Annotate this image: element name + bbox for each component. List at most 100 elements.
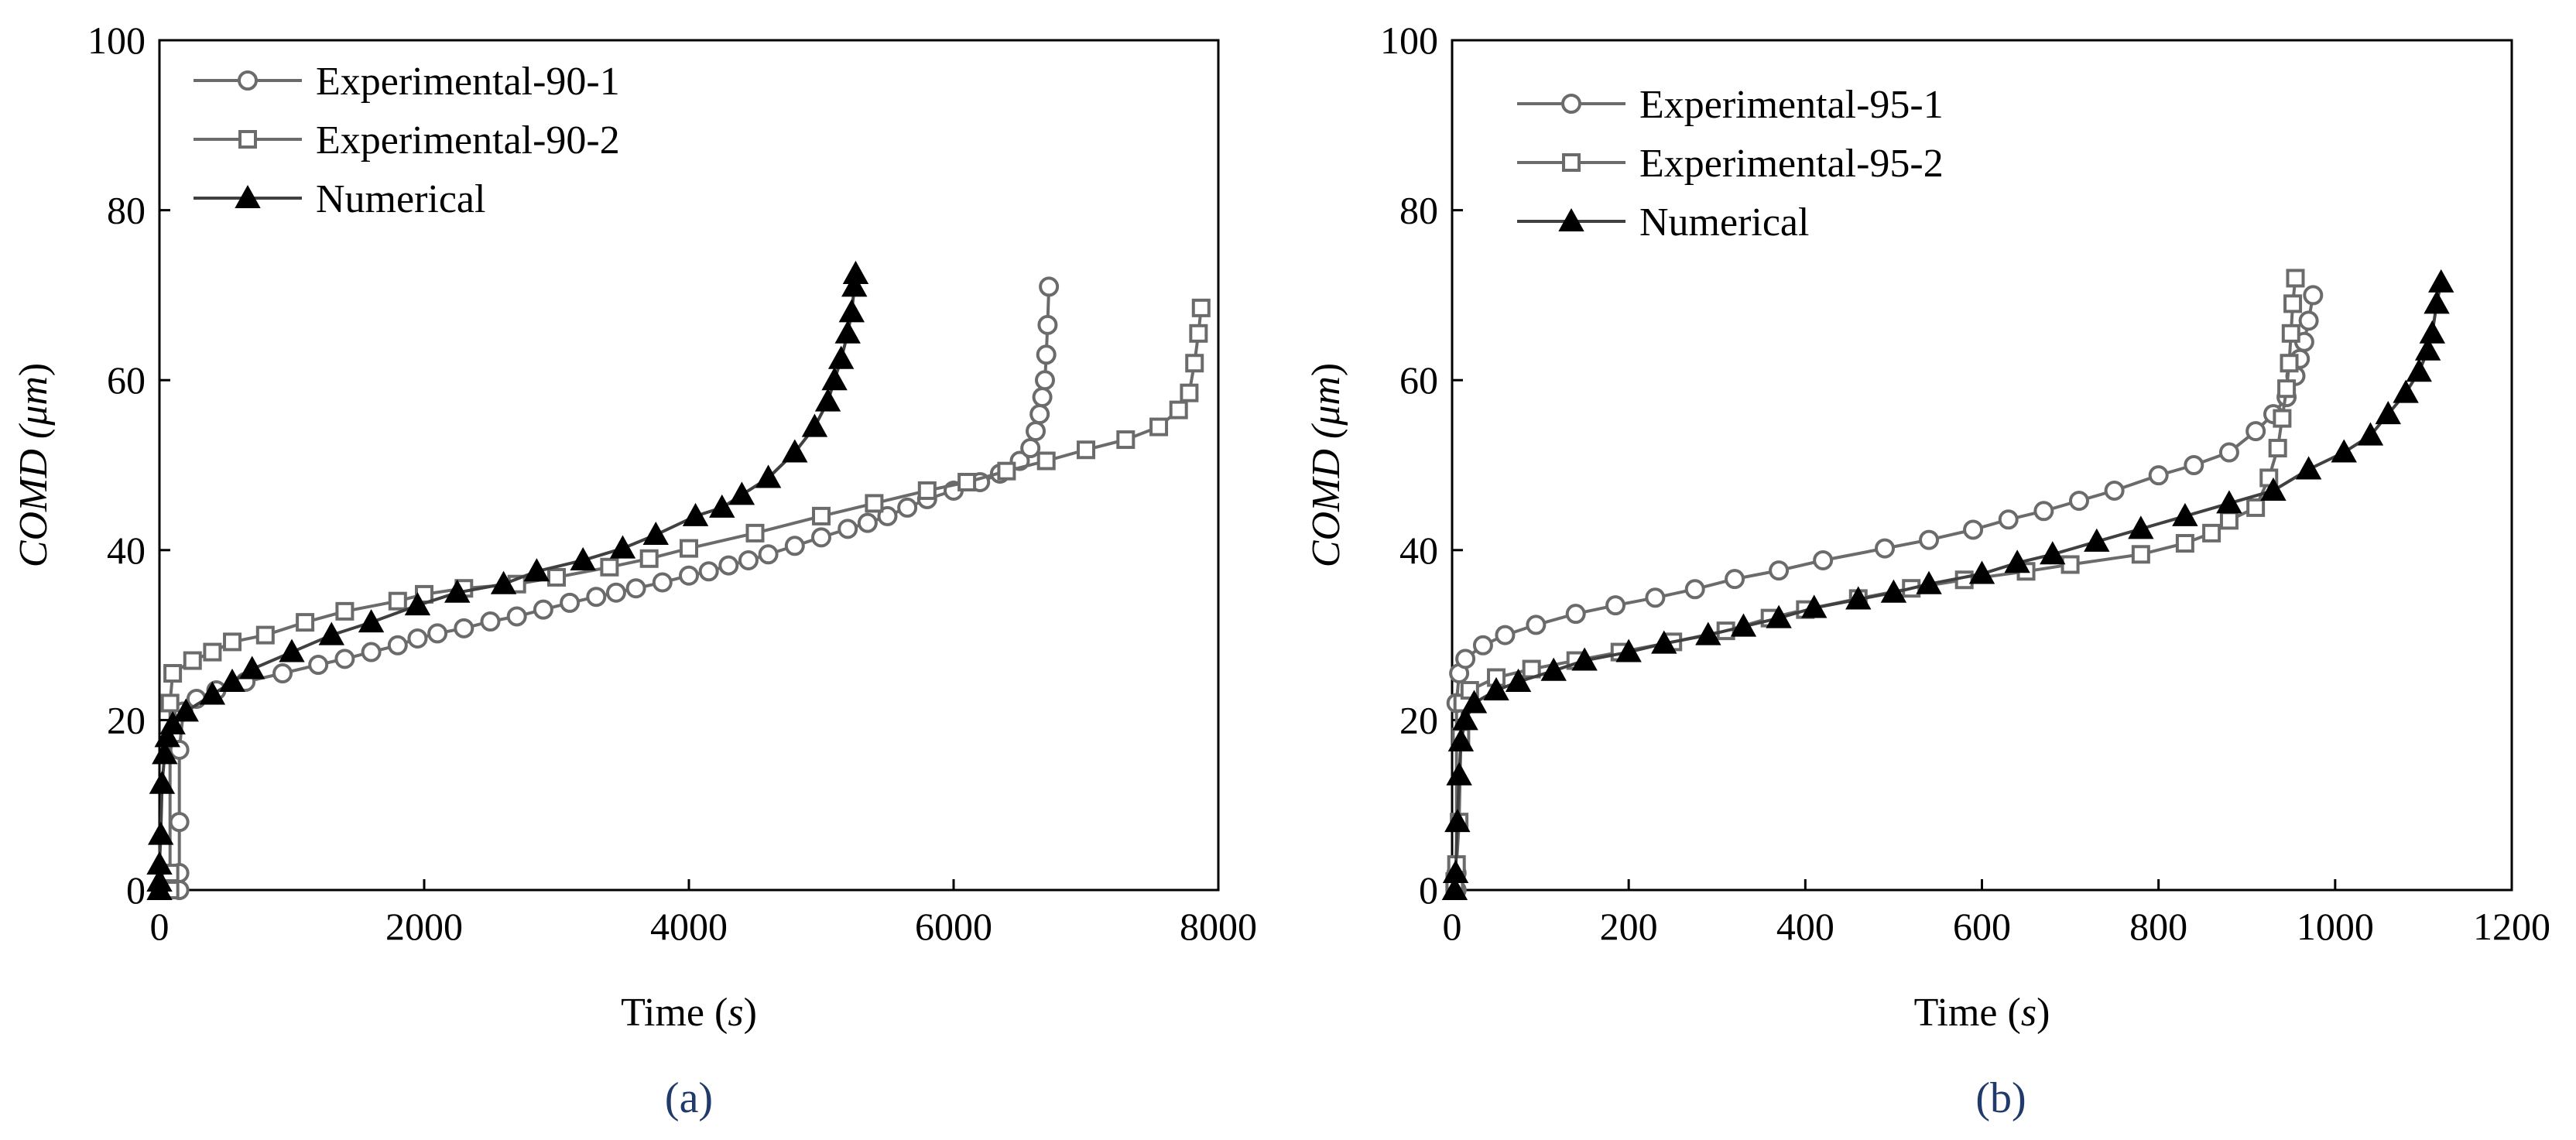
data-point (203, 642, 222, 662)
legend-label: Experimental-95-1 (1639, 83, 1944, 127)
data-point (2131, 545, 2150, 564)
data-point (148, 821, 174, 845)
y-tick-label: 0 (1419, 868, 1438, 912)
data-point (1571, 647, 1598, 671)
y-tick-label: 80 (1399, 189, 1438, 232)
data-point (1452, 707, 1478, 731)
panel-label: (a) (665, 1074, 713, 1122)
data-point (2202, 523, 2221, 543)
data-point (2172, 502, 2198, 526)
data-point (1916, 570, 1942, 594)
plot-frame (1451, 39, 2513, 892)
data-point (1880, 579, 1907, 603)
data-point (1149, 417, 1169, 436)
data-point (173, 698, 199, 722)
data-point (1191, 298, 1211, 317)
panel-label: (b) (1975, 1074, 2026, 1122)
x-tick-label: 800 (2129, 905, 2187, 948)
data-point (308, 655, 329, 676)
data-point (1505, 668, 1532, 692)
data-point (2286, 269, 2305, 288)
x-axis-title: Time (s) (621, 991, 757, 1035)
data-point (1034, 370, 1055, 391)
data-point (296, 613, 315, 632)
y-tick-label: 80 (107, 189, 146, 232)
legend-label: Experimental-90-1 (316, 60, 620, 104)
x-tick-label: 1000 (2297, 905, 2374, 948)
data-point (1441, 876, 1468, 900)
series-experimental-95-2 (1445, 269, 2305, 899)
chart-panel-a: 0 2000 4000 6000 8000 0 20 40 60 80 100 Time (s) COM… (12, 19, 1257, 1122)
data-point (160, 693, 180, 713)
data-point (523, 558, 550, 582)
x-tick-label: 8000 (1180, 905, 1257, 948)
data-point (1769, 560, 1790, 581)
data-point (2283, 294, 2303, 313)
data-point (842, 260, 869, 284)
data-point (334, 649, 355, 669)
data-point (2331, 439, 2357, 463)
x-tick-label: 0 (1443, 905, 1462, 948)
y-tick-label: 20 (1399, 698, 1438, 741)
data-point (533, 599, 553, 620)
data-point (2184, 455, 2204, 475)
x-tick-label: 600 (1953, 905, 2011, 948)
data-point (272, 663, 293, 684)
x-tick-label: 4000 (650, 905, 728, 948)
data-point (1813, 549, 1834, 570)
data-point (821, 367, 848, 391)
data-point (2068, 491, 2089, 512)
data-point (1447, 727, 1475, 751)
data-point (1963, 519, 1984, 540)
data-point (1036, 451, 1056, 471)
data-point (609, 535, 636, 559)
data-point (2406, 358, 2432, 382)
series-numerical (1441, 269, 2454, 900)
data-point (917, 481, 937, 500)
data-point (219, 668, 245, 692)
data-point (1020, 438, 1041, 459)
data-point (1461, 690, 1488, 714)
data-point (841, 273, 868, 297)
data-point (758, 544, 779, 565)
data-point (957, 472, 977, 491)
data-point (2280, 354, 2299, 373)
data-point (1039, 276, 1060, 297)
x-tick-label: 1200 (2473, 905, 2550, 948)
data-point (1540, 657, 1567, 681)
data-point (1455, 649, 1476, 669)
data-point (1032, 387, 1053, 408)
data-point (897, 497, 918, 518)
data-point (997, 461, 1016, 481)
legend: Experimental-95-1 Experimental-95-2 Numeri… (1517, 83, 1944, 245)
data-point (1845, 586, 1872, 610)
x-tick-label: 400 (1776, 905, 1834, 948)
legend-label: Experimental-90-2 (316, 118, 620, 163)
data-point (388, 591, 407, 611)
legend-marker (238, 70, 258, 91)
data-point (480, 611, 501, 632)
data-point (1526, 615, 1547, 635)
data-point (801, 413, 828, 437)
data-point (2128, 515, 2154, 539)
y-tick-label: 0 (126, 868, 146, 912)
data-point (1725, 569, 1745, 590)
data-point (199, 681, 226, 705)
data-point (2004, 549, 2030, 573)
plot-frame (158, 39, 1220, 892)
data-point (1495, 625, 1516, 645)
x-tick-label: 6000 (915, 905, 992, 948)
data-point (2393, 379, 2419, 403)
legend-label: Numerical (316, 177, 485, 221)
data-point (738, 549, 759, 570)
data-point (600, 557, 619, 577)
data-point (2033, 501, 2054, 522)
data-point (827, 345, 855, 369)
data-point (427, 623, 448, 644)
data-point (146, 868, 173, 892)
y-tick-label: 100 (87, 19, 146, 62)
data-point (547, 567, 566, 587)
data-point (255, 625, 275, 645)
data-point (2245, 421, 2266, 442)
